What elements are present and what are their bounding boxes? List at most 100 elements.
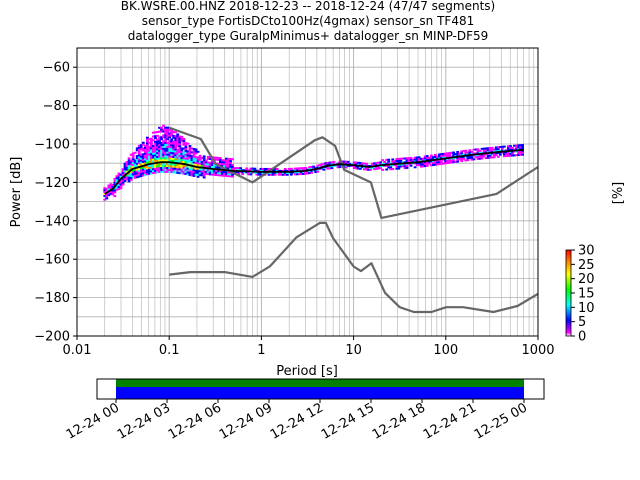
density-cell <box>413 158 417 161</box>
density-cell <box>131 169 135 172</box>
density-cell <box>302 167 305 170</box>
density-cell <box>121 173 125 176</box>
density-cell <box>172 156 176 159</box>
density-cell <box>200 170 204 173</box>
density-cell <box>279 169 283 172</box>
density-cell <box>131 175 135 178</box>
density-cell <box>409 160 413 163</box>
density-cell <box>180 172 184 175</box>
density-cell <box>200 157 204 160</box>
density-cell <box>212 169 216 172</box>
density-cell <box>180 155 184 158</box>
density-cell <box>233 168 236 171</box>
density-cell <box>356 161 360 164</box>
density-cell <box>147 149 151 152</box>
density-cell <box>218 162 222 165</box>
density-cell <box>172 131 176 134</box>
density-cell <box>296 167 299 170</box>
density-cell <box>478 150 482 153</box>
density-cell <box>271 169 275 172</box>
density-cell <box>231 167 234 170</box>
density-cell <box>348 162 352 165</box>
density-cell <box>460 154 464 157</box>
density-cell <box>249 173 253 176</box>
density-cell <box>360 166 364 169</box>
density-cell <box>294 167 297 170</box>
density-cell <box>119 173 123 176</box>
density-cell <box>460 159 464 162</box>
density-cell <box>314 169 318 172</box>
density-cell <box>139 171 143 174</box>
density-cell <box>521 147 525 150</box>
density-cell <box>267 173 271 176</box>
density-cell <box>440 162 443 165</box>
density-cell <box>182 166 186 169</box>
density-cell <box>109 185 113 188</box>
density-cell <box>452 157 456 160</box>
density-cell <box>145 142 149 145</box>
density-cell <box>429 164 433 167</box>
density-cell <box>403 157 407 160</box>
density-cell <box>180 158 184 161</box>
density-cell <box>111 191 115 194</box>
density-cell <box>150 139 153 142</box>
density-cell <box>178 145 182 148</box>
density-cell <box>210 173 214 176</box>
density-cell <box>129 172 133 175</box>
density-cell <box>196 168 200 171</box>
density-cell <box>119 185 123 188</box>
density-cell <box>373 164 376 167</box>
density-cell <box>216 158 220 161</box>
colorbar-tick-label: 30 <box>578 244 595 259</box>
density-cell <box>342 162 346 165</box>
density-cell <box>476 157 480 160</box>
density-cell <box>507 145 510 148</box>
density-cell <box>156 155 159 158</box>
density-cell <box>137 162 141 165</box>
density-cell <box>212 171 216 174</box>
density-cell <box>192 149 196 152</box>
density-cell <box>147 141 151 144</box>
density-cell <box>494 154 498 157</box>
density-cell <box>446 156 449 159</box>
density-cell <box>117 184 121 187</box>
density-cell <box>375 165 378 168</box>
density-cell <box>176 137 180 140</box>
density-cell <box>283 171 287 174</box>
density-cell <box>188 162 192 165</box>
density-cell <box>200 174 204 177</box>
density-cell <box>419 165 423 168</box>
density-cell <box>150 145 153 148</box>
density-cell <box>289 173 293 176</box>
density-cell <box>484 151 488 154</box>
density-cell <box>154 144 157 147</box>
density-cell <box>192 153 196 156</box>
density-cell <box>377 161 380 164</box>
density-cell <box>391 164 395 167</box>
density-cell <box>186 167 190 170</box>
density-cell <box>119 183 123 186</box>
density-cell <box>192 167 196 170</box>
density-cell <box>168 165 172 168</box>
density-cell <box>212 158 216 161</box>
density-cell <box>150 137 153 140</box>
x-tick-label: 1000 <box>521 343 554 358</box>
density-cell <box>227 161 230 164</box>
density-cell <box>174 140 178 143</box>
density-cell <box>143 152 147 155</box>
density-cell <box>283 173 287 176</box>
density-cell <box>121 168 125 171</box>
density-cell <box>168 170 172 173</box>
density-cell <box>196 158 200 161</box>
density-cell <box>200 160 204 163</box>
density-cell <box>182 159 186 162</box>
density-cell <box>158 151 161 154</box>
density-cell <box>206 155 210 158</box>
density-cell <box>302 172 305 175</box>
density-cell <box>298 167 301 170</box>
density-cell <box>145 169 149 172</box>
density-cell <box>210 165 214 168</box>
density-cell <box>310 171 314 174</box>
density-cell <box>174 150 178 153</box>
density-cell <box>145 167 149 170</box>
